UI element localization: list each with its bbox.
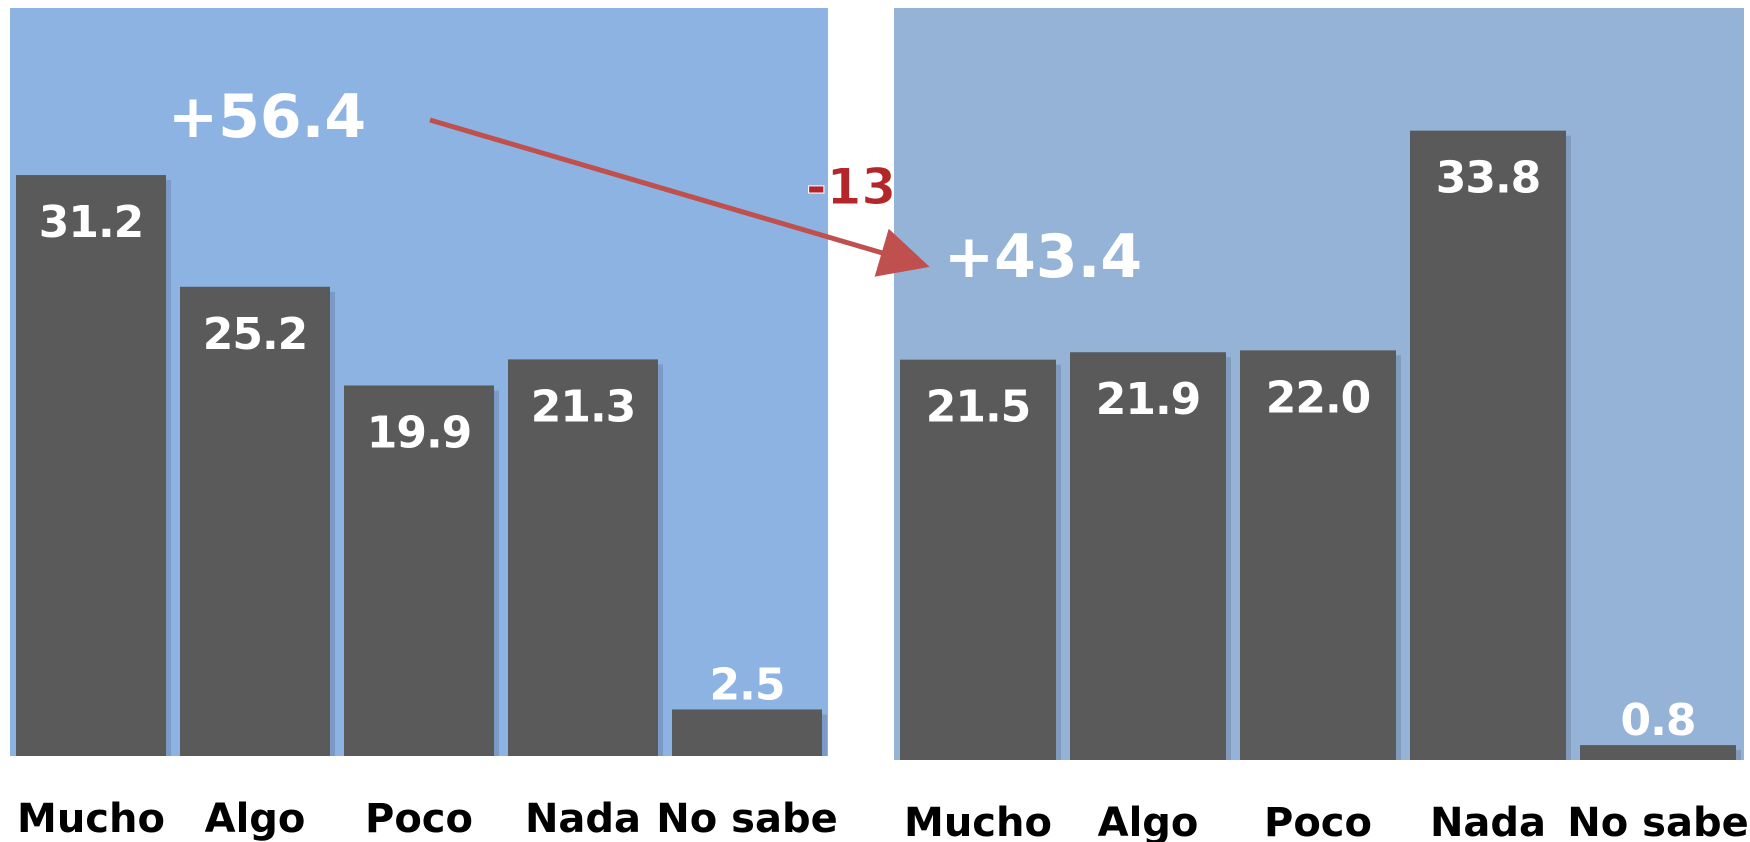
right-bar-nada (1410, 130, 1566, 761)
right-value-label: 21.5 (926, 382, 1031, 433)
right-category-label: No sabe (1567, 800, 1748, 842)
chart-left-net-score: +56.4 (168, 82, 366, 152)
right-category-label: Mucho (904, 800, 1052, 842)
left-value-label: 31.2 (39, 197, 144, 248)
chart-right-net-score: +43.4 (944, 222, 1142, 292)
right-category-label: Nada (1430, 800, 1546, 842)
left-value-label: 25.2 (203, 309, 308, 360)
left-category-label: No sabe (656, 796, 837, 842)
left-category-label: Nada (525, 796, 641, 842)
right-category-label: Algo (1098, 800, 1199, 842)
left-category-label: Mucho (17, 796, 165, 842)
left-category-label: Algo (205, 796, 306, 842)
left-value-label: 19.9 (367, 407, 472, 458)
left-bar-mucho (16, 175, 166, 756)
right-value-label: 0.8 (1621, 695, 1696, 746)
left-bar-no-sabe (672, 709, 822, 756)
right-category-label: Poco (1264, 800, 1372, 842)
left-bar-poco (344, 385, 494, 756)
left-bar-nada (508, 359, 658, 756)
left-value-label: 21.3 (531, 381, 636, 432)
change-label: -13 (806, 158, 896, 216)
right-bar-no-sabe (1580, 745, 1736, 760)
right-bar-algo (1070, 352, 1226, 760)
left-category-label: Poco (365, 796, 473, 842)
left-value-label: 2.5 (710, 659, 785, 710)
right-value-label: 33.8 (1436, 153, 1541, 204)
right-value-label: 22.0 (1266, 372, 1371, 423)
right-bar-poco (1240, 350, 1396, 760)
change-arrow (429, 117, 930, 277)
chart-left: 31.2 Mucho 25.2 Algo 19.9 Poco 21.3 Nada 2.5 No s… (10, 8, 838, 842)
chart-right: 21.5 Mucho 21.9 Algo 22.0 Poco 33.8 Nada 0.8 No s… (894, 8, 1749, 842)
right-value-label: 21.9 (1096, 374, 1201, 425)
right-bar-mucho (900, 359, 1056, 760)
left-bar-algo (180, 286, 330, 756)
